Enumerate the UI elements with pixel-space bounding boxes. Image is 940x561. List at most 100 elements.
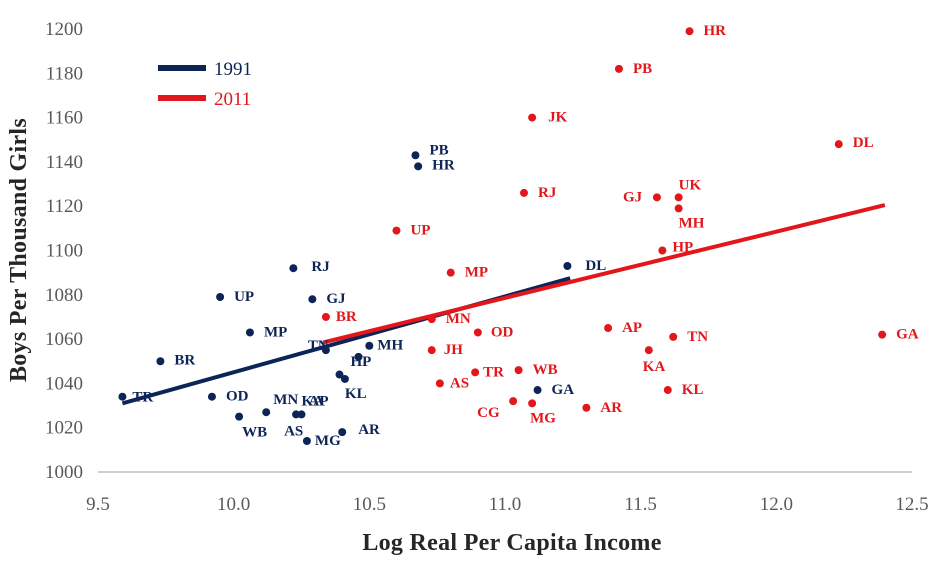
point-label: HP [672, 240, 693, 256]
data-point [663, 386, 672, 395]
data-point [392, 226, 401, 235]
data-point [435, 379, 444, 388]
data-point [427, 315, 436, 324]
data-point [514, 366, 523, 375]
data-point [302, 436, 311, 445]
point-label: GA [552, 382, 575, 398]
data-point [669, 332, 678, 341]
legend-label: 2011 [214, 89, 251, 110]
data-points [118, 27, 887, 445]
x-tick-label: 9.5 [86, 494, 110, 515]
point-label: WB [533, 362, 558, 378]
data-point [427, 346, 436, 355]
y-tick-label: 1000 [45, 462, 83, 483]
y-tick-label: 1060 [45, 329, 83, 350]
data-point [245, 328, 254, 337]
point-label: HR [704, 23, 727, 39]
point-label: PB [429, 142, 448, 158]
point-label: AR [358, 422, 380, 438]
point-label: OD [491, 324, 514, 340]
point-label: JK [548, 110, 568, 126]
point-label: TR [483, 364, 504, 380]
data-point [528, 399, 537, 408]
data-point [262, 408, 271, 417]
point-label: UK [679, 177, 702, 193]
data-point [207, 392, 216, 401]
data-point [156, 357, 165, 366]
point-label: TN [308, 338, 329, 354]
x-tick-label: 12.5 [895, 494, 928, 515]
point-label: AS [450, 375, 469, 391]
data-point [446, 268, 455, 277]
point-label: KA [301, 394, 324, 410]
point-label: KL [345, 386, 367, 402]
data-point [216, 293, 225, 302]
point-label: BR [336, 309, 357, 325]
data-point [674, 193, 683, 202]
point-label: TN [687, 329, 708, 345]
data-point [471, 368, 480, 377]
data-point [118, 392, 127, 401]
point-label: RJ [538, 185, 557, 201]
point-label: GJ [326, 291, 346, 307]
point-label: CG [477, 405, 500, 421]
point-label: DL [585, 258, 606, 274]
x-tick-label: 11.0 [489, 494, 522, 515]
point-label: RJ [311, 259, 330, 275]
point-label: MN [446, 311, 471, 327]
y-axis-title: Boys Per Thousand Girls [6, 118, 32, 382]
point-label: MG [315, 433, 341, 449]
data-point [365, 341, 374, 350]
data-point [340, 374, 349, 383]
data-point [685, 27, 694, 36]
point-label: AP [622, 320, 642, 336]
data-point [658, 246, 667, 255]
data-point [354, 352, 363, 361]
y-tick-label: 1180 [46, 63, 83, 84]
point-label: GA [896, 327, 919, 343]
point-label: AP [309, 393, 329, 409]
data-point [321, 312, 330, 321]
point-label: BR [174, 352, 195, 368]
point-label: MP [264, 324, 287, 340]
data-point [533, 386, 542, 395]
x-axis-title: Log Real Per Capita Income [362, 530, 661, 556]
data-point [411, 151, 420, 160]
point-label: AR [600, 400, 622, 416]
point-label: JH [444, 342, 464, 358]
data-point [235, 412, 244, 421]
data-point [297, 410, 306, 419]
point-label: UP [410, 223, 430, 239]
x-tick-label: 10.5 [353, 494, 386, 515]
data-point [652, 193, 661, 202]
y-tick-label: 1040 [45, 373, 83, 394]
y-tick-label: 1140 [46, 152, 83, 173]
y-tick-label: 1160 [46, 108, 83, 129]
data-point [674, 204, 683, 213]
axes: 1000 1020 1040 1060 1080 1100 1120 1140 1160 1180… [45, 19, 929, 515]
data-point [509, 397, 518, 406]
point-label: MP [465, 265, 488, 281]
point-label: HP [350, 354, 371, 370]
point-label: OD [226, 389, 249, 405]
point-label: DL [853, 135, 874, 151]
data-point [321, 346, 330, 355]
point-label: KA [643, 359, 666, 375]
y-tick-label: 1120 [46, 196, 83, 217]
point-label: WB [242, 425, 267, 441]
trend-lines [121, 203, 886, 406]
point-label: PB [633, 61, 652, 77]
point-label: KL [682, 382, 704, 398]
x-tick-label: 12.0 [760, 494, 793, 515]
data-point [563, 262, 572, 271]
data-point [644, 346, 653, 355]
data-point [878, 330, 887, 339]
point-label: MH [377, 338, 403, 354]
data-point [614, 64, 623, 73]
point-label: HR [432, 157, 455, 173]
data-point [414, 162, 423, 171]
point-label: MN [273, 392, 298, 408]
y-tick-label: 1100 [46, 241, 83, 262]
y-tick-label: 1020 [45, 418, 83, 439]
